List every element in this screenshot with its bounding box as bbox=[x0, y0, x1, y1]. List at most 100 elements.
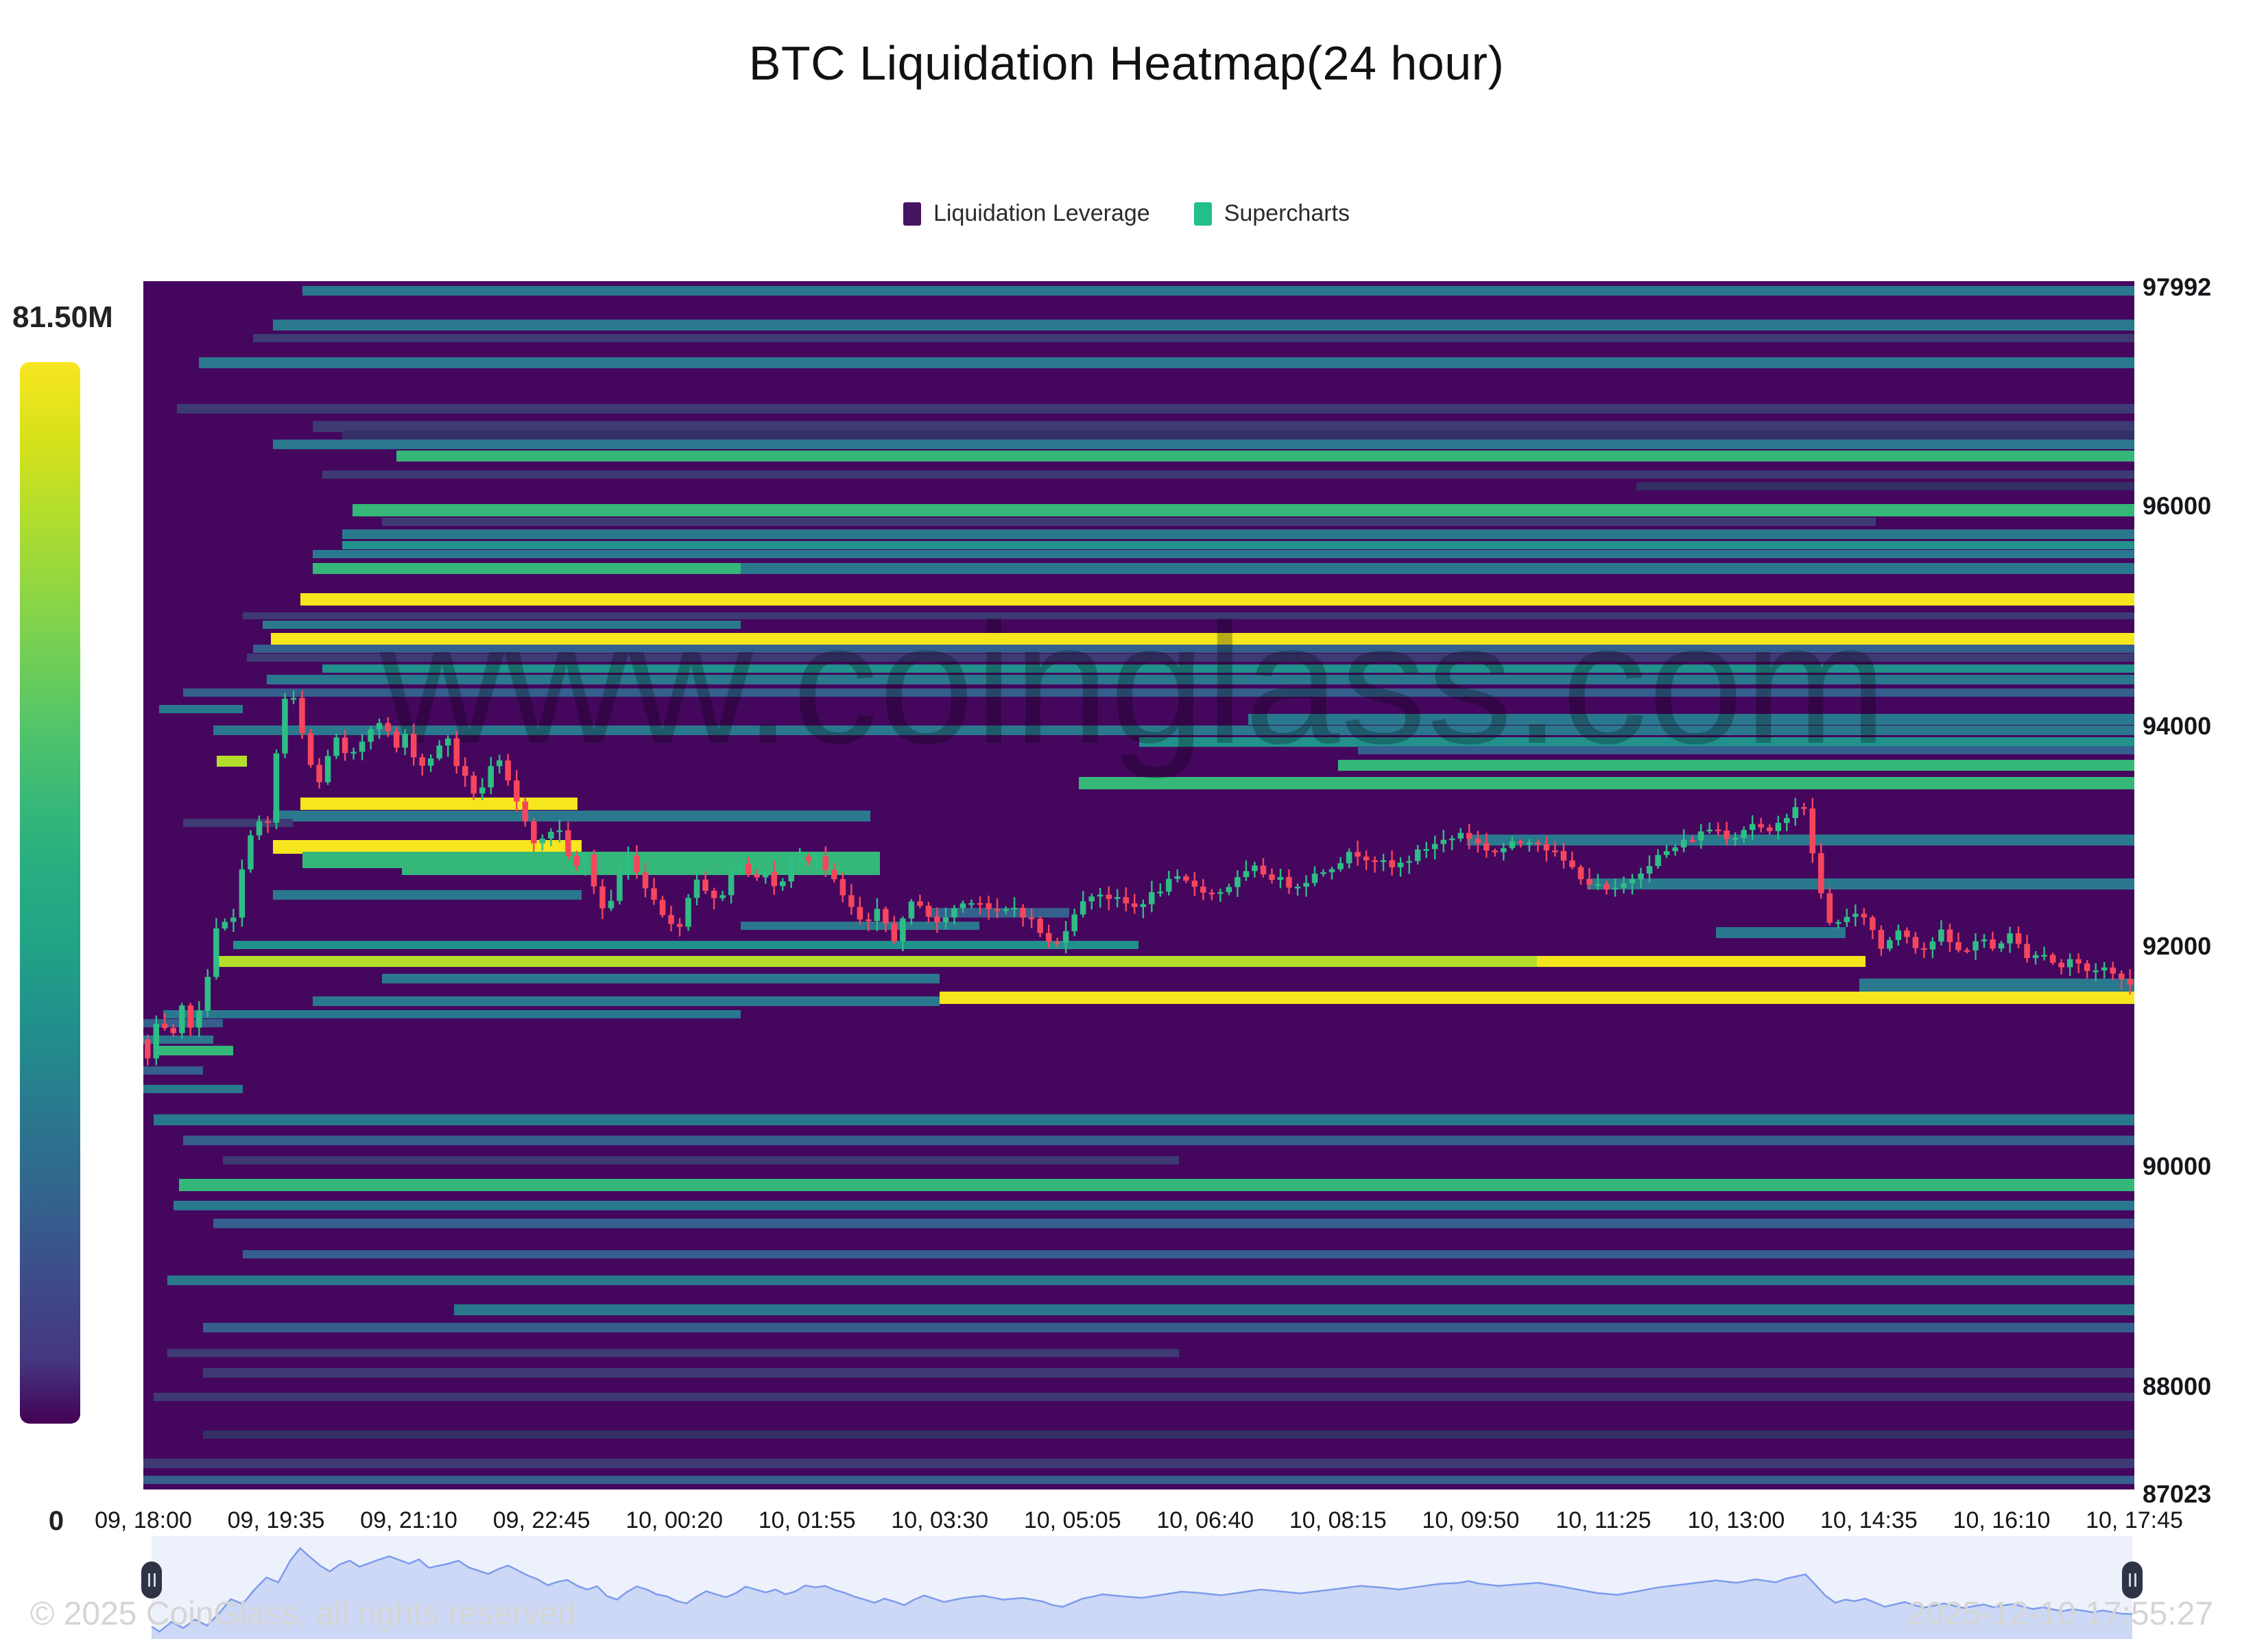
liquidation-band bbox=[272, 890, 582, 900]
liquidation-band bbox=[263, 620, 741, 629]
heatmap-plot-area[interactable]: www.coinglass.com bbox=[143, 281, 2134, 1489]
colorbar-gradient bbox=[20, 362, 80, 1424]
liquidation-band bbox=[246, 653, 2134, 662]
liquidation-band bbox=[143, 1084, 243, 1093]
navigator-right-handle[interactable] bbox=[2122, 1561, 2143, 1599]
liquidation-band bbox=[1586, 878, 2134, 890]
liquidation-band bbox=[266, 674, 2134, 684]
liquidation-band bbox=[740, 922, 980, 931]
time-tick-label: 10, 11:25 bbox=[1555, 1507, 1652, 1533]
liquidation-band bbox=[312, 420, 2134, 432]
liquidation-band bbox=[929, 908, 1069, 918]
chart-legend: Liquidation Leverage Supercharts bbox=[0, 200, 2253, 227]
time-tick-label: 10, 09:50 bbox=[1422, 1507, 1520, 1533]
legend-label: Supercharts bbox=[1224, 200, 1350, 226]
liquidation-band bbox=[453, 1304, 2134, 1316]
colorbar-min-label: 0 bbox=[48, 1506, 64, 1536]
time-tick-label: 10, 06:40 bbox=[1156, 1507, 1254, 1533]
liquidation-band bbox=[252, 645, 2134, 653]
legend-item-supercharts[interactable]: Supercharts bbox=[1193, 200, 1350, 227]
time-tick-label: 10, 17:45 bbox=[2086, 1507, 2183, 1533]
copyright-text: © 2025 CoinGlass, all rights reserved bbox=[30, 1596, 576, 1632]
liquidation-band bbox=[243, 1249, 2134, 1258]
time-tick-label: 09, 18:00 bbox=[95, 1507, 192, 1533]
liquidation-band bbox=[177, 404, 2134, 414]
time-tick-label: 10, 14:35 bbox=[1820, 1507, 1918, 1533]
liquidation-band bbox=[223, 1156, 1179, 1165]
liquidation-band bbox=[213, 725, 2134, 735]
liquidation-band bbox=[217, 755, 247, 767]
liquidation-band bbox=[1636, 481, 2134, 490]
legend-marker-purple-icon bbox=[903, 202, 921, 226]
liquidation-band bbox=[159, 705, 243, 714]
price-tick-label: 90000 bbox=[2143, 1152, 2212, 1181]
liquidation-band bbox=[203, 1430, 2134, 1439]
liquidation-band bbox=[342, 430, 2134, 440]
liquidation-band bbox=[272, 439, 2134, 449]
liquidation-band bbox=[243, 612, 2134, 619]
liquidation-band bbox=[1337, 760, 2134, 771]
time-tick-label: 09, 19:35 bbox=[227, 1507, 325, 1533]
liquidation-band bbox=[183, 818, 293, 827]
time-tick-label: 10, 05:05 bbox=[1023, 1507, 1121, 1533]
liquidation-band bbox=[312, 562, 741, 574]
price-tick-label: 87023 bbox=[2143, 1479, 2212, 1508]
price-tick-label: 97992 bbox=[2143, 272, 2212, 301]
liquidation-band bbox=[233, 940, 1139, 949]
liquidation-band bbox=[940, 991, 2134, 1004]
time-tick-label: 10, 01:55 bbox=[758, 1507, 856, 1533]
liquidation-band bbox=[217, 955, 1538, 967]
page-title: BTC Liquidation Heatmap(24 hour) bbox=[748, 36, 1505, 90]
liquidation-band bbox=[352, 503, 2134, 516]
liquidation-band bbox=[203, 1323, 2134, 1333]
time-tick-label: 10, 13:00 bbox=[1687, 1507, 1785, 1533]
liquidation-band bbox=[213, 1218, 2134, 1228]
navigator-left-handle[interactable] bbox=[141, 1561, 162, 1599]
liquidation-band bbox=[1859, 979, 2134, 992]
liquidation-band bbox=[167, 1276, 2134, 1286]
liquidation-band bbox=[1716, 927, 1846, 938]
liquidation-band bbox=[272, 320, 2134, 331]
liquidation-band bbox=[322, 470, 2134, 479]
liquidation-band bbox=[252, 334, 2134, 343]
timestamp-text: 2025-12-10 17:55:27 bbox=[1907, 1596, 2213, 1632]
liquidation-band bbox=[153, 1114, 2134, 1125]
liquidation-band bbox=[322, 664, 2134, 673]
liquidation-band bbox=[300, 592, 2134, 606]
liquidation-band bbox=[312, 550, 2134, 558]
liquidation-band bbox=[167, 1349, 1179, 1357]
liquidation-band bbox=[1467, 835, 2134, 846]
liquidation-band bbox=[143, 1035, 213, 1044]
liquidation-band bbox=[183, 1136, 2134, 1146]
navigator-mini-chart[interactable] bbox=[0, 1536, 2253, 1639]
legend-label: Liquidation Leverage bbox=[933, 200, 1150, 226]
price-tick-label: 92000 bbox=[2143, 932, 2212, 961]
liquidation-band bbox=[272, 839, 582, 854]
liquidation-band bbox=[300, 798, 577, 811]
liquidation-band bbox=[1537, 955, 1866, 967]
liquidation-band bbox=[1079, 776, 2134, 789]
legend-item-liquidation-leverage[interactable]: Liquidation Leverage bbox=[903, 200, 1150, 227]
liquidation-band bbox=[1248, 713, 2134, 725]
liquidation-band bbox=[179, 1178, 2134, 1191]
time-tick-label: 10, 16:10 bbox=[1953, 1507, 2051, 1533]
colorbar-max-label: 81.50M bbox=[12, 300, 113, 334]
liquidation-band bbox=[342, 541, 2134, 550]
liquidation-band bbox=[402, 862, 881, 875]
time-tick-label: 10, 03:30 bbox=[891, 1507, 989, 1533]
liquidation-band bbox=[143, 1458, 2134, 1468]
legend-marker-green-icon bbox=[1193, 202, 1212, 226]
liquidation-band bbox=[173, 1201, 2134, 1210]
liquidation-band bbox=[272, 810, 870, 822]
price-tick-label: 88000 bbox=[2143, 1372, 2212, 1401]
liquidation-band bbox=[302, 286, 2134, 296]
candlestick-overlay bbox=[145, 690, 2133, 1066]
liquidation-band bbox=[312, 996, 940, 1006]
liquidation-band bbox=[199, 357, 2134, 368]
time-tick-label: 10, 00:20 bbox=[625, 1507, 724, 1533]
liquidation-band bbox=[183, 689, 2134, 697]
liquidation-band bbox=[382, 974, 940, 984]
time-tick-label: 09, 22:45 bbox=[492, 1507, 591, 1533]
time-tick-label: 10, 08:15 bbox=[1289, 1507, 1387, 1533]
